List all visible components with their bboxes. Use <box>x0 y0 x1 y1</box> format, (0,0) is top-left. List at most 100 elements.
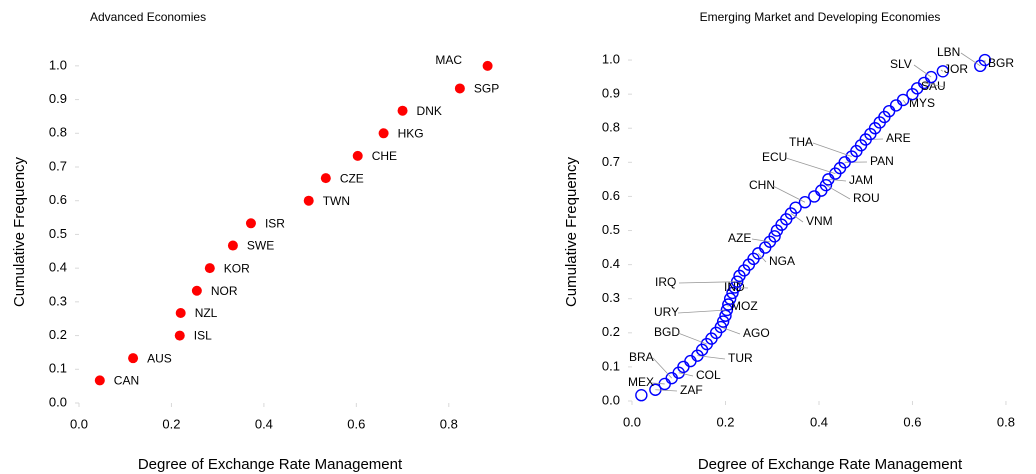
point-label: ARE <box>886 131 911 145</box>
point <box>245 218 256 229</box>
point <box>978 53 992 67</box>
point-label: MOZ <box>731 299 758 313</box>
y-tick-label: 0.9 <box>49 91 67 106</box>
point-label: SGP <box>474 82 499 96</box>
point-label: NZL <box>195 306 218 320</box>
y-tick-label: 0.5 <box>602 222 620 237</box>
y-tick-label: 0.4 <box>49 260 67 275</box>
point-label: ZAF <box>680 383 703 397</box>
y-tick-label: 0.6 <box>602 188 620 203</box>
leader-line <box>677 309 727 314</box>
point-label: DNK <box>417 104 442 118</box>
point-label: ECU <box>762 150 787 164</box>
point-label: BRA <box>629 350 654 364</box>
point-label: THA <box>789 135 813 149</box>
leader-line <box>757 253 767 263</box>
point-label: CZE <box>340 171 364 185</box>
point <box>397 105 408 116</box>
point-label: PAN <box>870 154 894 168</box>
y-tick-label: 0.8 <box>49 125 67 140</box>
point <box>789 201 802 214</box>
y-tick-label: 0.2 <box>49 327 67 342</box>
point-label: JAM <box>849 173 873 187</box>
point <box>175 307 186 318</box>
point <box>191 285 202 296</box>
point-label: AGO <box>743 326 770 340</box>
point-label: JOR <box>944 62 968 76</box>
x-tick-label: 0.6 <box>347 416 365 431</box>
point-label: COL <box>696 368 721 382</box>
point <box>454 83 465 94</box>
point <box>204 263 215 274</box>
leader-line <box>678 281 738 284</box>
point <box>128 353 139 364</box>
y-axis-title: Cumulative Frequency <box>563 156 580 307</box>
point <box>722 298 735 311</box>
point-label: HKG <box>398 126 424 140</box>
point-label: SAU <box>921 79 946 93</box>
x-tick-label: 0.0 <box>70 416 88 431</box>
point-label: MYS <box>909 96 935 110</box>
x-tick-label: 0.2 <box>162 416 180 431</box>
y-tick-label: 0.3 <box>602 290 620 305</box>
point-label: VNM <box>806 214 833 228</box>
point-label: LBN <box>937 45 960 59</box>
y-tick-label: 0.8 <box>602 120 620 135</box>
point <box>94 375 105 386</box>
point <box>723 292 737 305</box>
point-label: CAN <box>114 374 139 388</box>
point-label: URY <box>654 305 679 319</box>
point-label: NOR <box>211 284 238 298</box>
y-tick-label: 0.4 <box>602 256 620 271</box>
leader-line <box>720 326 741 335</box>
x-axis-title: Degree of Exchange Rate Management <box>698 456 963 473</box>
leader-line <box>940 69 944 72</box>
x-tick-label: 0.0 <box>623 414 641 429</box>
y-tick-label: 1.0 <box>49 57 67 72</box>
leader-line <box>678 372 694 377</box>
point-label: BGR <box>988 56 1014 70</box>
y-tick-label: 0.2 <box>602 324 620 339</box>
y-tick-label: 0.9 <box>602 86 620 101</box>
leader-line <box>785 157 836 174</box>
point-label: KOR <box>224 261 250 275</box>
x-tick-label: 0.8 <box>440 416 458 431</box>
point <box>684 354 697 368</box>
point-label: IRQ <box>655 275 676 289</box>
point <box>726 286 739 300</box>
x-axis-title: Degree of Exchange Rate Management <box>138 456 403 473</box>
point-label: TWN <box>323 194 350 208</box>
chart-title: Emerging Market and Developing Economies <box>700 10 941 24</box>
y-tick-label: 0.1 <box>49 361 67 376</box>
y-tick-label: 0.0 <box>602 392 620 407</box>
y-tick-label: 0.6 <box>49 192 67 207</box>
point-label: TUR <box>728 351 753 365</box>
point <box>808 190 821 203</box>
point <box>227 240 238 251</box>
x-tick-label: 0.4 <box>255 416 273 431</box>
point-label: NGA <box>769 254 795 268</box>
x-tick-label: 0.8 <box>997 414 1015 429</box>
point <box>174 330 185 341</box>
y-tick-label: 0.3 <box>49 293 67 308</box>
y-tick-label: 1.0 <box>602 51 620 66</box>
point <box>482 60 493 71</box>
point-label: AUS <box>147 351 172 365</box>
point <box>716 315 730 328</box>
point <box>798 196 812 209</box>
point <box>352 150 363 161</box>
leader-line <box>651 382 665 385</box>
point <box>635 389 648 402</box>
point <box>936 65 950 78</box>
leader-line <box>677 332 707 345</box>
chart-title: Advanced Economies <box>90 10 206 24</box>
point <box>896 93 910 107</box>
point <box>768 230 781 243</box>
y-axis-title: Cumulative Frequency <box>11 156 28 307</box>
leader-line <box>655 389 678 392</box>
point <box>924 70 938 84</box>
point <box>303 195 314 206</box>
leader-line <box>812 142 852 157</box>
point <box>320 173 331 184</box>
